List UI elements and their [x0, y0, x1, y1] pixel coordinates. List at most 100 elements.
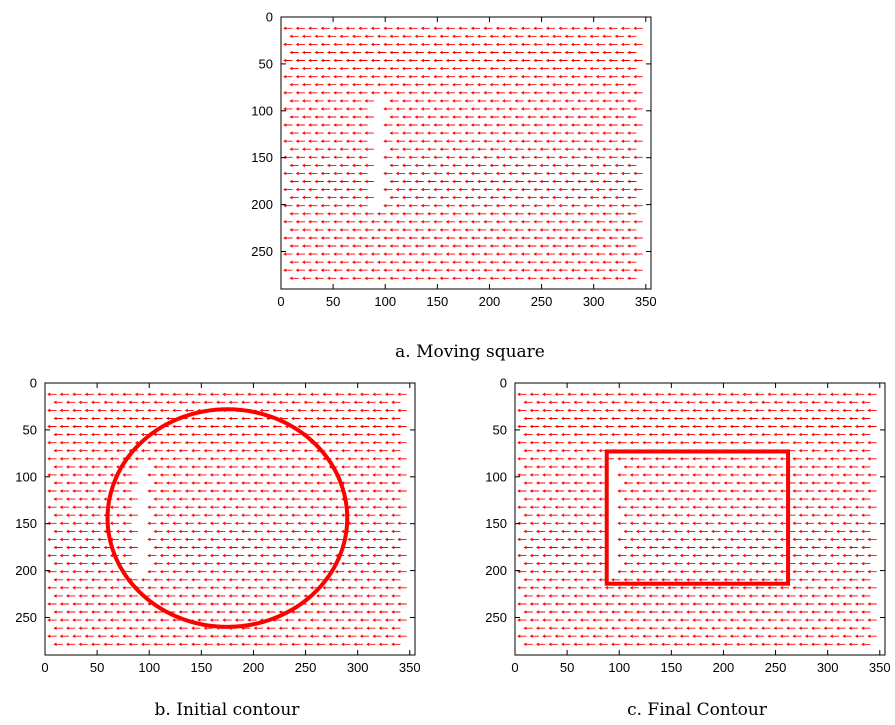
y-tick-label: 0	[30, 376, 37, 391]
vector-row	[53, 545, 401, 550]
vector-row	[283, 236, 643, 240]
vector-row	[283, 171, 643, 176]
vector-row	[47, 441, 407, 445]
vector-row	[47, 521, 407, 525]
panel-c: 0 50 100 150 200 250 300 350 0 50 100 150 200 250	[485, 376, 890, 676]
vector-row	[47, 392, 407, 396]
vector-field	[47, 392, 407, 646]
panel-a: 0 50 100 150 200 250 300 350 0 50 100 150 200 250	[251, 10, 656, 310]
x-tick-label: 50	[560, 660, 574, 675]
vector-row	[47, 457, 407, 461]
vector-row	[53, 626, 401, 630]
x-tick-label: 0	[41, 660, 48, 675]
vector-row	[289, 195, 637, 200]
contour	[604, 449, 791, 586]
vector-row	[53, 497, 401, 501]
vector-row	[517, 586, 877, 590]
x-tick-label: 0	[511, 660, 518, 675]
vector-row	[289, 163, 637, 168]
x-tick-label: 200	[479, 294, 501, 309]
vector-row	[289, 131, 637, 135]
vector-row	[523, 497, 871, 501]
vector-row	[47, 505, 407, 509]
vector-row	[283, 252, 643, 256]
vector-row	[47, 586, 407, 590]
vector-row	[283, 220, 643, 224]
vector-row	[523, 529, 871, 534]
vector-row	[53, 642, 401, 646]
vector-row	[47, 570, 407, 574]
vector-row	[517, 505, 877, 509]
vector-row	[517, 392, 877, 396]
vector-row	[53, 578, 401, 582]
x-tick-label: 50	[90, 660, 104, 675]
x-tick-label: 300	[583, 294, 605, 309]
vector-row	[53, 513, 401, 517]
vector-row	[523, 513, 871, 517]
vector-row	[47, 537, 407, 542]
vector-row	[517, 457, 877, 461]
vector-row	[523, 626, 871, 630]
vector-row	[283, 123, 643, 127]
x-tick-label: 350	[869, 660, 891, 675]
vector-row	[47, 473, 407, 477]
vector-row	[53, 432, 401, 437]
vector-row	[289, 244, 637, 248]
vector-row	[47, 489, 407, 493]
vector-row	[53, 416, 401, 421]
x-tick-label: 350	[635, 294, 657, 309]
vector-row	[53, 449, 401, 453]
vector-row	[283, 107, 643, 111]
x-tick-label: 250	[765, 660, 787, 675]
y-tick-label: 250	[485, 610, 507, 625]
vector-row	[517, 634, 877, 638]
vector-row	[517, 537, 877, 542]
vector-row	[53, 610, 401, 614]
vector-row	[53, 594, 401, 598]
vector-row	[517, 489, 877, 493]
vector-row	[53, 561, 401, 566]
y-tick-label: 100	[485, 469, 507, 484]
vector-row	[283, 75, 643, 79]
vector-row	[53, 400, 401, 404]
y-tick-label: 100	[251, 103, 273, 118]
x-tick-label: 150	[426, 294, 448, 309]
x-tick-label: 150	[190, 660, 212, 675]
plot-frame	[514, 382, 886, 656]
vector-row	[523, 432, 871, 437]
vector-row	[289, 50, 637, 55]
x-tick-label: 200	[713, 660, 735, 675]
x-tick-label: 350	[399, 660, 421, 675]
vector-row	[283, 26, 643, 30]
plot-frame	[44, 382, 416, 656]
caption-c: c. Final Contour	[627, 700, 768, 720]
vector-row	[517, 424, 877, 429]
vector-row	[289, 83, 637, 87]
vector-row	[523, 465, 871, 469]
vector-row	[523, 578, 871, 582]
x-tick-label: 100	[138, 660, 160, 675]
vector-row	[517, 441, 877, 445]
vector-row	[517, 570, 877, 574]
y-tick-label: 200	[251, 197, 273, 212]
vector-row	[517, 618, 877, 622]
y-tick-label: 150	[15, 516, 37, 531]
vector-row	[47, 602, 407, 606]
x-tick-label: 100	[608, 660, 630, 675]
vector-row	[289, 179, 637, 184]
vector-row	[289, 66, 637, 71]
vector-row	[289, 115, 637, 119]
x-tick-label: 250	[531, 294, 553, 309]
y-tick-label: 150	[485, 516, 507, 531]
x-tick-label: 300	[817, 660, 839, 675]
y-tick-label: 0	[266, 10, 273, 25]
vector-row	[47, 424, 407, 429]
y-tick-label: 50	[493, 422, 507, 437]
x-tick-label: 50	[326, 294, 340, 309]
vector-row	[283, 91, 643, 95]
caption-a: a. Moving square	[395, 342, 545, 362]
vector-field	[283, 26, 643, 280]
vector-row	[289, 260, 637, 264]
vector-field	[517, 392, 877, 646]
